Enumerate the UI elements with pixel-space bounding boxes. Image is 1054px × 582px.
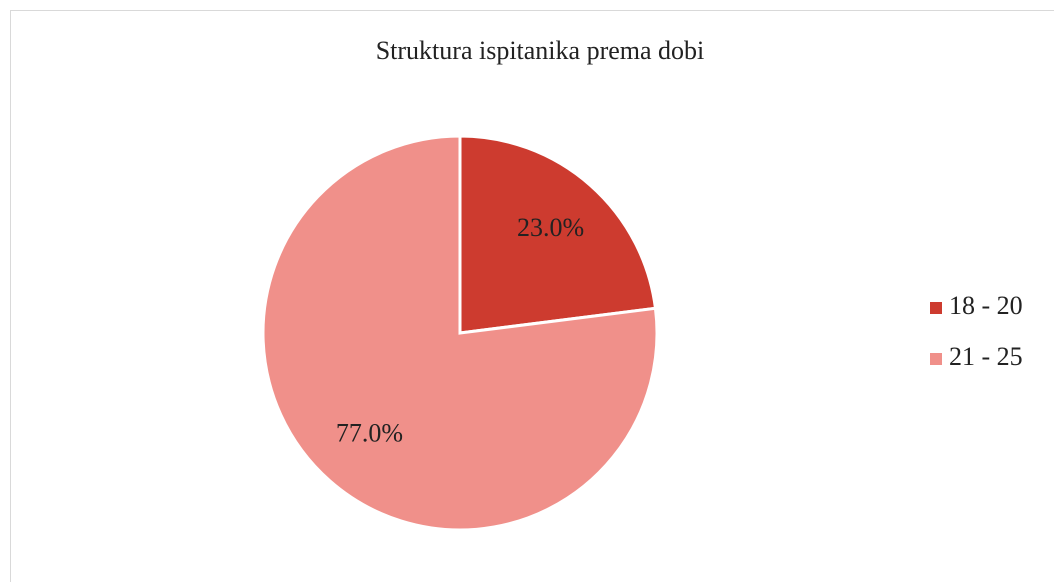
pie-slice	[458, 134, 658, 335]
data-label: 77.0%	[336, 419, 403, 448]
legend-swatch	[930, 302, 942, 314]
data-label: 23.0%	[517, 213, 584, 242]
chart-title: Struktura ispitanika prema dobi	[376, 36, 705, 65]
legend-label: 21 - 25	[949, 342, 1023, 371]
legend-label: 18 - 20	[949, 291, 1023, 320]
pie-slice	[261, 134, 659, 532]
legend-swatch	[930, 353, 942, 365]
